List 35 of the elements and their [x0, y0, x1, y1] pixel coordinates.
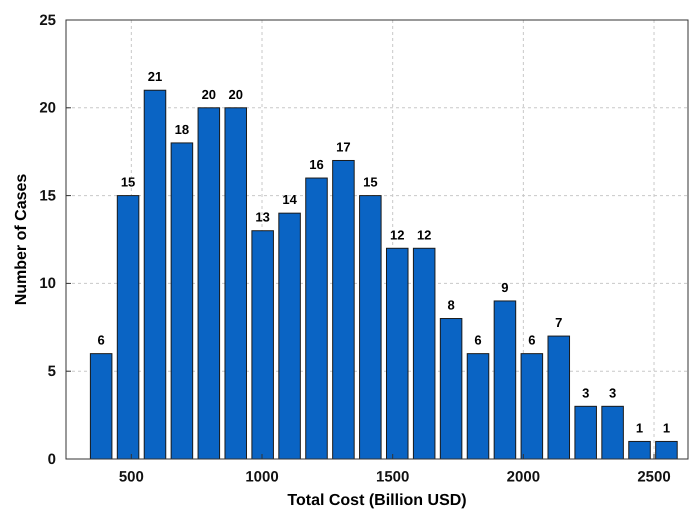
data-label: 13 — [255, 210, 270, 225]
x-axis-title: Total Cost (Billion USD) — [287, 492, 467, 509]
x-tick-label: 2500 — [637, 468, 671, 486]
data-label: 12 — [416, 227, 432, 242]
data-label: 8 — [447, 298, 455, 313]
y-axis-title: Number of Cases — [13, 174, 30, 306]
data-label: 18 — [174, 122, 190, 137]
data-label: 20 — [202, 86, 216, 102]
data-label: 12 — [390, 227, 404, 242]
data-label: 7 — [555, 315, 562, 330]
data-label: 1 — [636, 420, 644, 436]
data-label: 20 — [228, 86, 243, 102]
data-label: 17 — [336, 139, 351, 154]
data-label: 6 — [474, 332, 482, 348]
data-label: 6 — [528, 332, 536, 348]
data-label: 15 — [120, 174, 136, 190]
y-tick-label: 0 — [48, 450, 56, 468]
y-tick-label: 15 — [39, 187, 56, 204]
x-tick-label: 2000 — [506, 468, 540, 486]
y-tick-label: 25 — [39, 12, 56, 29]
data-label: 6 — [98, 332, 105, 348]
data-label: 1 — [662, 420, 670, 436]
data-label: 16 — [309, 157, 324, 172]
x-tick-label: 1000 — [245, 468, 279, 486]
y-tick-label: 20 — [39, 100, 56, 117]
y-tick-label: 10 — [39, 275, 56, 292]
data-label: 14 — [282, 192, 298, 208]
y-tick-label: 5 — [48, 363, 56, 380]
data-label: 9 — [501, 280, 509, 295]
x-tick-label: 1500 — [376, 468, 410, 486]
data-label: 3 — [582, 385, 590, 400]
data-label: 3 — [608, 385, 616, 400]
data-label: 21 — [148, 69, 162, 84]
x-tick-label: 500 — [118, 468, 144, 486]
data-label: 15 — [363, 174, 378, 190]
